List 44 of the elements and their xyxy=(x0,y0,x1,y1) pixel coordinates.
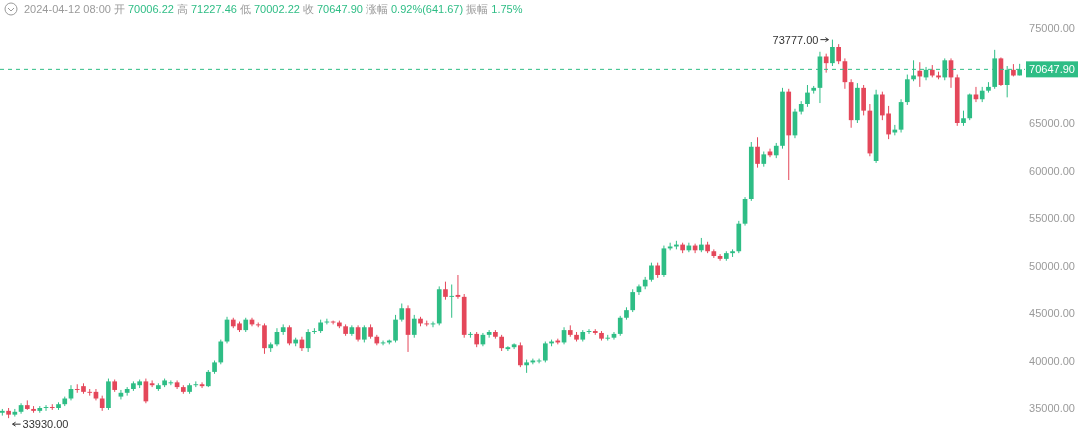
y-tick-label: 65000.00 xyxy=(1029,117,1075,129)
candlestick xyxy=(43,404,49,412)
candlestick xyxy=(649,262,654,283)
ref-line-label: 70647.90 xyxy=(1029,63,1075,76)
annotation: 73777.00 xyxy=(772,33,819,46)
candlestick xyxy=(805,84,810,108)
candlestick xyxy=(411,314,417,339)
y-tick-label: 40000.00 xyxy=(1029,354,1075,367)
candlestick xyxy=(904,74,910,106)
y-tick-label: 45000.00 xyxy=(1029,307,1075,319)
candlestick xyxy=(717,253,723,262)
candlestick xyxy=(305,328,311,353)
candlestick xyxy=(586,328,592,335)
y-tick-label: 55000.00 xyxy=(1029,212,1075,224)
candlestick xyxy=(330,320,336,325)
candlestick xyxy=(917,61,923,88)
candlestick xyxy=(168,379,174,386)
candlestick xyxy=(630,288,636,313)
candlestick xyxy=(443,281,448,301)
candlestick xyxy=(542,341,548,363)
text: 2024-04-12 08:00 开 70006.22 高 71227.46 低 70002.22 收 70647.90 涨幅 0.92%(641.67) 振幅 1.75% xyxy=(24,3,523,15)
candlestick xyxy=(380,340,386,346)
candlestick xyxy=(262,322,267,355)
candlestick xyxy=(755,136,760,169)
y-tick-label: 75000.00 xyxy=(1029,22,1075,34)
candlestick xyxy=(287,324,292,346)
candlestick xyxy=(518,341,523,368)
y-tick-label: 60000.00 xyxy=(1029,164,1075,177)
y-tick-label: 35000.00 xyxy=(1029,402,1075,414)
candlestick xyxy=(430,321,436,328)
candlestick xyxy=(836,43,841,65)
candlestick xyxy=(830,39,835,67)
candlestick xyxy=(399,303,405,323)
candlestick xyxy=(861,84,866,116)
candlestick xyxy=(324,318,330,325)
candlestick xyxy=(218,339,224,365)
candlestick xyxy=(823,53,829,74)
candlestick xyxy=(449,284,455,319)
y-tick-label: 50000.00 xyxy=(1029,259,1075,272)
annotation: 33930.00 xyxy=(22,418,69,431)
candlestick xyxy=(617,315,623,337)
candlestick xyxy=(511,342,517,350)
candlestick xyxy=(967,93,973,121)
candlestick xyxy=(393,314,398,343)
